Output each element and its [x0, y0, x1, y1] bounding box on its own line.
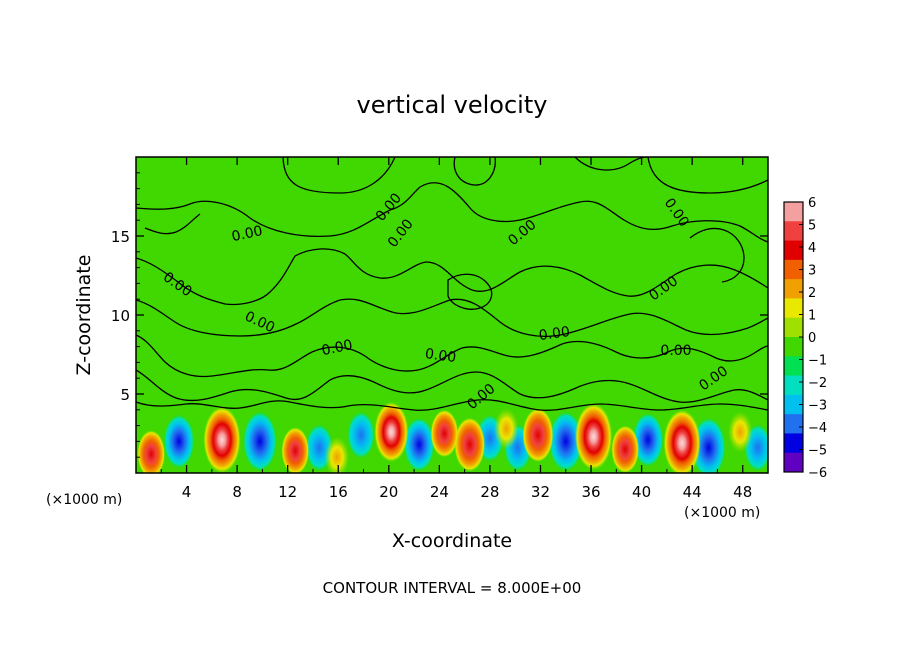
zero-contours — [136, 157, 768, 411]
x-tick-label: 24 — [430, 483, 449, 501]
x-tick-label: 8 — [232, 483, 242, 501]
downdraft-core — [242, 411, 277, 472]
colorbar-swatch — [784, 317, 803, 338]
updraft-core — [611, 425, 639, 473]
downdraft-core — [403, 417, 435, 472]
updraft-core — [574, 403, 613, 470]
colorbar-swatch — [784, 240, 803, 261]
colorbar-tick-label: 2 — [808, 286, 816, 301]
updraft-core — [203, 406, 241, 473]
colorbar-tick-label: −1 — [808, 354, 827, 369]
updraft-core — [663, 409, 701, 473]
colorbar-tick-label: −2 — [808, 376, 827, 391]
colorbar-tick-label: 6 — [808, 196, 816, 211]
x-tick-label: 28 — [480, 483, 499, 501]
colorbar-swatch — [784, 221, 803, 242]
colorbar-swatch — [784, 414, 803, 434]
updraft-core — [454, 417, 486, 472]
x-tick-label: 4 — [182, 483, 192, 501]
downdraft-core — [632, 413, 664, 467]
x-tick-label: 16 — [329, 483, 348, 501]
x-tick-label: 20 — [379, 483, 398, 501]
x-axis-label: X-coordinate — [392, 530, 512, 552]
y-tick-label: 10 — [111, 307, 130, 325]
y-tick-label: 5 — [120, 386, 130, 404]
colorbar-swatch — [784, 452, 803, 473]
updraft-core — [324, 436, 350, 473]
contour-interval-note: CONTOUR INTERVAL = 8.000E+00 — [323, 579, 582, 597]
contour-label: 0.00 — [320, 337, 354, 359]
colorbar-swatch — [784, 202, 803, 222]
x-tick-label: 12 — [278, 483, 297, 501]
colorbar-swatch — [784, 433, 803, 454]
contour-label: 0.00 — [538, 324, 571, 344]
x-unit-label-left: (×1000 m) — [46, 492, 122, 508]
updraft-core — [727, 411, 753, 453]
colorbar-swatch — [784, 298, 803, 319]
colorbar-tick-label: 5 — [808, 219, 816, 234]
x-tick-label: 40 — [632, 483, 651, 501]
contour-label: 0.00 — [230, 223, 264, 245]
colorbar-tick-label: −3 — [808, 399, 827, 414]
updraft-core — [494, 408, 519, 450]
colorbar-tick-label: 3 — [808, 264, 816, 279]
colorbar-swatch — [784, 337, 803, 357]
colorbar-swatch — [784, 259, 803, 280]
x-tick-label: 32 — [531, 483, 550, 501]
colorbar-tick-label: 1 — [808, 309, 816, 324]
updraft-core — [137, 430, 165, 473]
updraft-core — [281, 427, 310, 473]
colorbar-tick-label: 4 — [808, 241, 816, 256]
updraft-core — [430, 409, 459, 458]
x-tick-label: 48 — [733, 483, 752, 501]
colorbar-swatch — [784, 279, 803, 299]
contour-label: 0.00 — [424, 346, 457, 366]
y-tick-label: 15 — [111, 228, 130, 246]
colorbar-tick-label: −5 — [808, 444, 827, 459]
updraft-core — [522, 408, 554, 462]
downdraft-core — [548, 411, 583, 472]
contour-label: 0.00 — [660, 343, 691, 359]
chart-title: vertical velocity — [357, 91, 548, 119]
downdraft-core — [163, 414, 195, 469]
updraft-core — [374, 401, 409, 462]
x-tick-label: 44 — [683, 483, 702, 501]
plot-area — [136, 157, 768, 473]
x-tick-label: 36 — [581, 483, 600, 501]
x-unit-label-right: (×1000 m) — [684, 505, 760, 521]
downdraft-core — [347, 411, 375, 459]
y-axis-label: Z-coordinate — [73, 255, 95, 376]
downdraft-core — [691, 417, 726, 473]
colorbar-tick-label: −4 — [808, 421, 827, 436]
colorbar-tick-label: 0 — [808, 331, 816, 346]
colorbar-swatch — [784, 375, 803, 396]
colorbar-tick-label: −6 — [808, 466, 827, 481]
colorbar-swatch — [784, 394, 803, 415]
colorbar-swatch — [784, 356, 803, 377]
